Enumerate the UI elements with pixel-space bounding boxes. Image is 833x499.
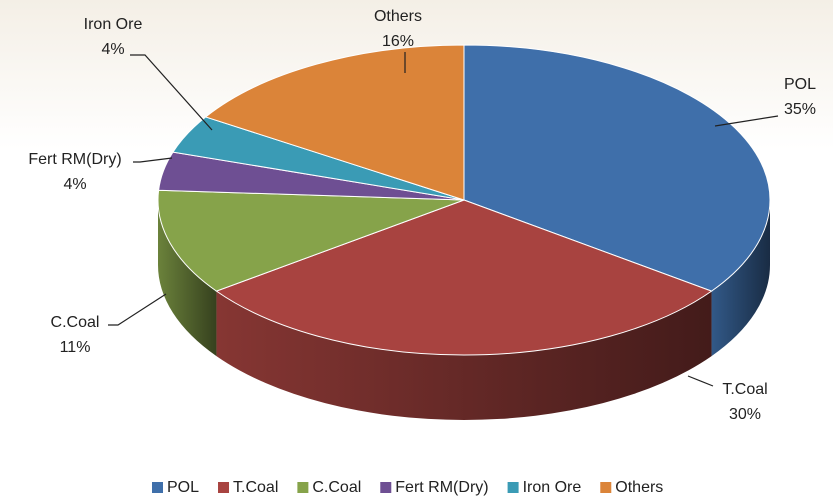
slice bbox=[157, 189, 465, 292]
legend-swatch bbox=[380, 482, 392, 493]
leader-line bbox=[108, 293, 167, 326]
data-label-name: POL bbox=[784, 76, 816, 93]
legend-swatch bbox=[218, 482, 230, 493]
slice-side bbox=[158, 200, 217, 357]
data-label-name: Fert RM(Dry) bbox=[28, 151, 121, 168]
slice bbox=[215, 199, 713, 356]
data-label-name: Iron Ore bbox=[84, 16, 143, 33]
data-label: 35% bbox=[784, 101, 816, 118]
data-label-name: T.Coal bbox=[722, 381, 767, 398]
legend-label: T.Coal bbox=[233, 479, 278, 496]
slice-side bbox=[711, 200, 771, 357]
data-label: 30% bbox=[729, 406, 761, 423]
leader-line bbox=[714, 115, 779, 127]
legend-swatch bbox=[507, 482, 519, 493]
data-label-name: C.Coal bbox=[51, 314, 100, 331]
legend-label: Others bbox=[615, 479, 663, 496]
legend-label: POL bbox=[167, 479, 199, 496]
data-label: 4% bbox=[101, 41, 124, 58]
legend-swatch bbox=[152, 482, 163, 493]
data-label: 11% bbox=[60, 339, 91, 356]
slice-side bbox=[216, 291, 712, 420]
legend-swatch bbox=[600, 482, 612, 493]
slice bbox=[204, 44, 465, 201]
leader-line bbox=[130, 54, 213, 131]
legend-swatch bbox=[297, 482, 309, 493]
data-label: 4% bbox=[63, 176, 86, 193]
legend-label: Fert RM(Dry) bbox=[395, 479, 488, 496]
legend-label: C.Coal bbox=[312, 479, 361, 496]
data-label: 16% bbox=[382, 33, 414, 50]
leader-line bbox=[687, 375, 714, 387]
slice bbox=[463, 44, 771, 292]
legend-label: Iron Ore bbox=[523, 479, 582, 496]
leader-line bbox=[133, 157, 173, 163]
data-label-name: Others bbox=[374, 8, 422, 25]
